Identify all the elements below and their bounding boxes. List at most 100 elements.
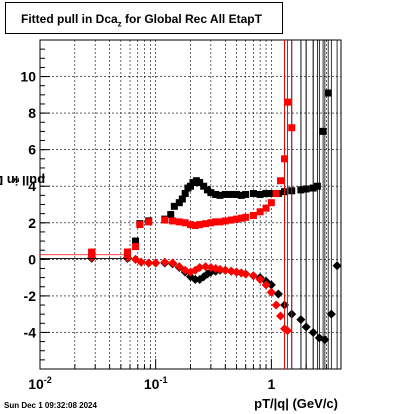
data-point (249, 211, 257, 219)
datestamp: Sun Dec 1 09:32:08 2024 (4, 401, 97, 410)
data-point (249, 190, 257, 198)
data-point (122, 253, 132, 263)
data-point (207, 189, 215, 197)
data-point (195, 263, 205, 273)
data-point (178, 195, 186, 203)
data-point (272, 190, 280, 198)
x-tick-label: 1 (267, 376, 275, 392)
data-point (233, 215, 241, 223)
data-point (202, 220, 210, 228)
data-point (132, 237, 140, 245)
data-point (132, 243, 140, 251)
series-red-diamond (87, 40, 293, 369)
data-point (88, 248, 96, 256)
data-point (144, 258, 154, 268)
data-point (216, 191, 224, 199)
series-red-square (88, 40, 296, 369)
data-point (191, 222, 199, 230)
data-point (181, 219, 189, 227)
data-point (248, 271, 258, 281)
data-point (212, 190, 220, 198)
chart-title-box: Fitted pull in Dcaz for Global Rec All E… (5, 2, 283, 34)
data-point (332, 261, 342, 271)
y-tick-label: 8 (28, 105, 36, 121)
y-tick-label: 4 (28, 178, 36, 194)
data-point (145, 218, 153, 226)
data-point (241, 269, 251, 279)
data-point (277, 177, 285, 185)
data-point (237, 214, 245, 222)
data-point (160, 257, 170, 267)
data-point (196, 221, 204, 229)
data-point (174, 262, 184, 272)
data-point (255, 274, 265, 284)
data-point (267, 190, 275, 198)
data-point (237, 191, 245, 199)
data-point (169, 217, 177, 225)
data-point (242, 190, 250, 198)
chart-axes (39, 39, 342, 370)
data-point (233, 190, 241, 198)
y-tick-label: 6 (28, 142, 36, 158)
data-point (168, 258, 178, 268)
data-point (256, 190, 264, 198)
x-tick-label: 10-2 (28, 375, 52, 392)
data-point (167, 211, 175, 219)
data-point (273, 289, 283, 299)
tick-labels: -4 -2 0 2 4 6 8 10 10-2 10-1 1 (20, 69, 275, 392)
data-point (326, 309, 336, 319)
data-point (301, 322, 311, 332)
data-point (242, 213, 250, 221)
data-point (283, 326, 293, 336)
data-point (151, 258, 161, 268)
y-tick-label: 10 (20, 69, 36, 85)
data-point (221, 190, 229, 198)
data-point (200, 182, 208, 190)
data-point (136, 257, 146, 267)
data-point (227, 190, 235, 198)
data-point (276, 311, 286, 321)
data-point (261, 280, 271, 290)
data-point (175, 218, 183, 226)
y-tick-label: -2 (24, 288, 37, 304)
data-point (296, 315, 306, 325)
data-point (320, 335, 330, 345)
y-tick-label: 2 (28, 215, 36, 231)
data-point (175, 199, 183, 207)
data-point (187, 221, 194, 229)
data-point (123, 248, 131, 256)
data-point (87, 253, 97, 263)
data-point (170, 202, 178, 210)
data-point (266, 287, 276, 297)
data-point (256, 208, 264, 216)
data-point (267, 199, 275, 207)
data-point (161, 216, 169, 224)
data-point (266, 280, 276, 290)
data-point (308, 327, 318, 337)
data-point (319, 127, 327, 135)
data-point (181, 190, 189, 198)
data-point (313, 182, 321, 190)
data-point (207, 219, 215, 227)
data-point (221, 217, 229, 225)
data-point (288, 124, 296, 132)
data-point (324, 89, 332, 97)
data-point (227, 216, 235, 224)
chart-title: Fitted pull in Dcaz for Global Rec All E… (21, 12, 262, 29)
data-series (40, 40, 342, 369)
y-tick-label: 0 (28, 251, 36, 267)
y-axis-title: pull in Dcaz (0, 172, 45, 188)
x-tick-label: 10-1 (144, 375, 168, 392)
data-point (271, 300, 281, 310)
series-black-diamond (87, 40, 342, 369)
data-point (216, 218, 224, 226)
data-point (136, 221, 144, 229)
data-point (262, 190, 270, 198)
x-axis-title: pT/|q| (GeV/c) (254, 396, 338, 411)
data-point (196, 179, 204, 187)
data-point (262, 204, 270, 212)
grid-lines (40, 40, 342, 369)
y-tick-label: -4 (24, 324, 37, 340)
data-point (220, 265, 230, 275)
